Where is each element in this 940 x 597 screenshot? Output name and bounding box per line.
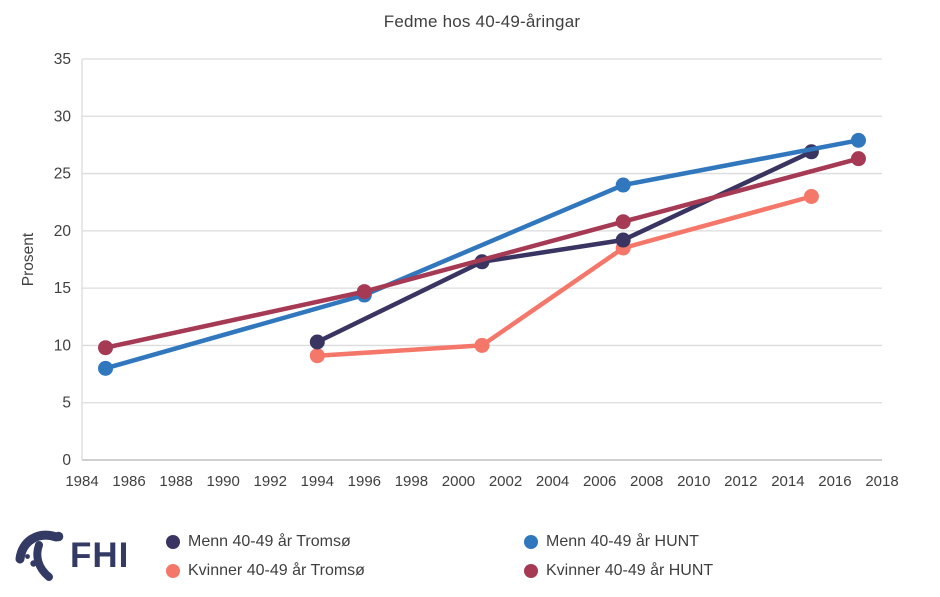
y-axis-ticks: 0 5 10 15 20 25 30 35 [54,51,72,469]
svg-text:1984: 1984 [65,473,98,490]
legend-column-tromso: Menn 40-49 år Tromsø Kvinner 40-49 år Tr… [166,530,365,583]
y-axis-title: Prosent [20,232,37,286]
legend-label-menn-hunt: Menn 40-49 år HUNT [546,533,699,550]
svg-text:2008: 2008 [630,473,663,490]
chart-title: Fedme hos 40-49-åringar [383,12,581,31]
legend-label-menn-tromso: Menn 40-49 år Tromsø [188,533,351,550]
x-axis-ticks: 1984 1986 1988 1990 1992 1994 1996 1998 2000 2002… [65,473,898,490]
legend-item-menn-tromso: Menn 40-49 år Tromsø [166,530,365,554]
svg-text:2014: 2014 [771,473,804,490]
svg-text:5: 5 [62,395,71,412]
svg-text:30: 30 [54,108,72,125]
svg-text:1992: 1992 [254,473,287,490]
legend-swatch-kvinner-tromso-icon [166,564,180,578]
svg-text:2000: 2000 [442,473,475,490]
svg-text:1986: 1986 [112,473,145,490]
svg-text:1994: 1994 [301,473,334,490]
svg-text:2012: 2012 [724,473,757,490]
legend-swatch-kvinner-hunt-icon [524,564,538,578]
legend-swatch-menn-hunt-icon [524,535,538,549]
series-menn_tromso [309,144,819,350]
series-kvinner_tromso [309,188,819,364]
svg-text:1998: 1998 [395,473,428,490]
legend-label-kvinner-hunt: Kvinner 40-49 år HUNT [546,562,714,579]
series-menn_hunt [98,132,866,376]
svg-text:2002: 2002 [489,473,522,490]
svg-text:2004: 2004 [536,473,569,490]
legend-label-kvinner-tromso: Kvinner 40-49 år Tromsø [188,562,365,579]
svg-text:2016: 2016 [818,473,851,490]
legend-swatch-menn-tromso-icon [166,535,180,549]
legend-item-menn-hunt: Menn 40-49 år HUNT [524,530,713,554]
legend-item-kvinner-tromso: Kvinner 40-49 år Tromsø [166,559,365,583]
svg-text:1988: 1988 [159,473,192,490]
svg-text:25: 25 [54,166,71,183]
svg-text:35: 35 [54,51,71,68]
fhi-logo: FHI [14,527,129,583]
fhi-logo-text: FHI [70,535,130,575]
svg-text:10: 10 [54,337,72,354]
svg-text:0: 0 [62,452,71,469]
svg-text:20: 20 [54,223,72,240]
legend-column-hunt: Menn 40-49 år HUNT Kvinner 40-49 år HUNT [524,530,713,583]
svg-text:2018: 2018 [865,473,898,490]
legend-item-kvinner-hunt: Kvinner 40-49 år HUNT [524,559,713,583]
svg-text:1996: 1996 [348,473,381,490]
svg-text:15: 15 [54,280,71,297]
svg-text:2010: 2010 [677,473,710,490]
fhi-logo-mark-icon [15,530,64,581]
svg-text:1990: 1990 [206,473,239,490]
svg-text:2006: 2006 [583,473,616,490]
series-kvinner_hunt [98,151,866,356]
